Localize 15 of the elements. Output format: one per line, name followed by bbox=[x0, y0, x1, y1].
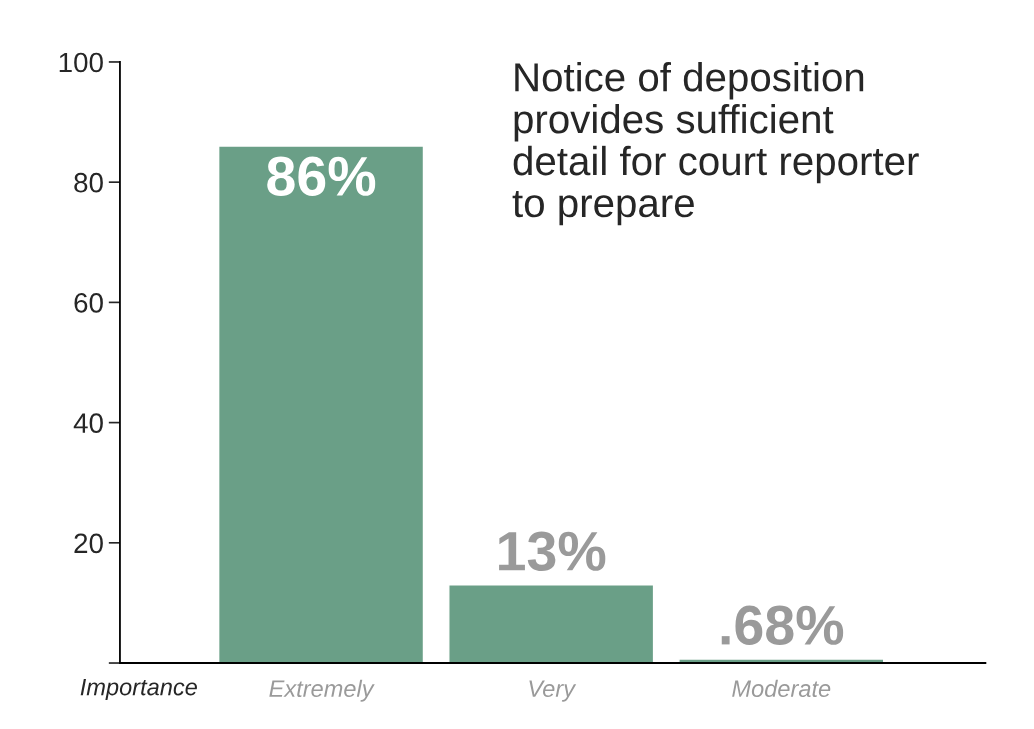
bar bbox=[448, 584, 655, 664]
bar bbox=[217, 145, 425, 664]
x-tick-label: Moderate bbox=[732, 679, 831, 698]
y-tick-label: 100 bbox=[59, 52, 103, 73]
y-tick-label: 40 bbox=[73, 413, 103, 433]
x-tick-label: Very bbox=[529, 680, 577, 702]
data-label: .68% bbox=[721, 605, 844, 645]
x-axis-title: Importance bbox=[80, 678, 197, 701]
y-tick-label: 60 bbox=[74, 293, 103, 313]
data-label: 86% bbox=[267, 156, 376, 196]
data-label: 13% bbox=[499, 531, 606, 571]
y-tick-label: 80 bbox=[74, 172, 103, 193]
y-tick-label: 20 bbox=[74, 533, 103, 554]
x-tick-label: Extremely bbox=[269, 679, 375, 702]
text: Notice of deposition provides sufficient detail for court reporter to prepare bbox=[512, 61, 919, 226]
